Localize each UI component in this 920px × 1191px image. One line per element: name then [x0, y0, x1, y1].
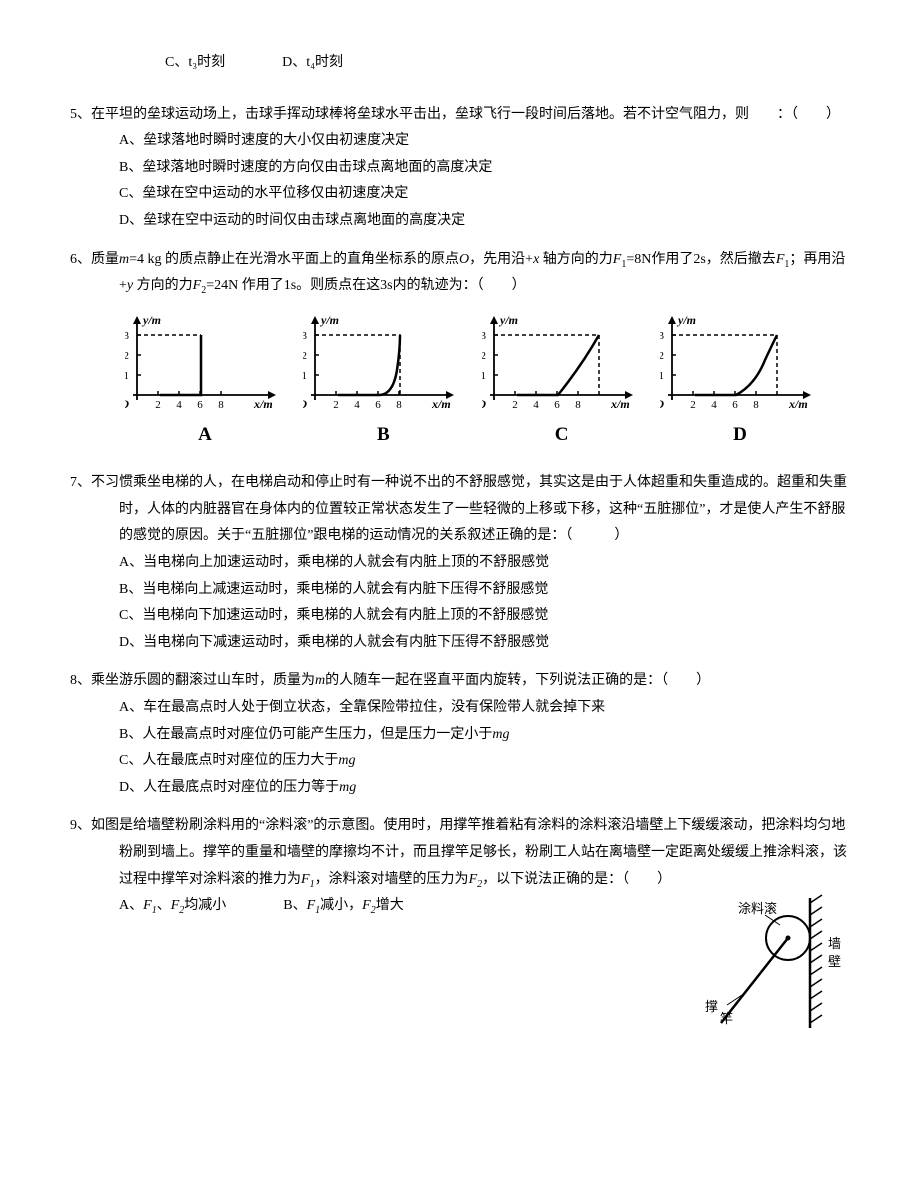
- q8-option-d: D、人在最底点时对座位的压力等于mg: [70, 775, 850, 802]
- q7-option-c: C、当电梯向下加速运动时，乘电梯的人就会有内脏上顶的不舒服感觉: [70, 603, 850, 630]
- svg-text:x/m: x/m: [253, 397, 273, 411]
- svg-text:2: 2: [125, 350, 129, 362]
- svg-text:1: 1: [660, 370, 664, 382]
- header-options: C、t₃时刻 D、t₄时刻: [70, 50, 850, 77]
- chart-b: 1 2 3 2 4 6 8 y/m x/m OB: [303, 310, 463, 453]
- q5-option-a: A、垒球落地时瞬时速度的大小仅由初速度决定: [70, 128, 850, 155]
- svg-text:2: 2: [660, 350, 664, 362]
- svg-text:x/m: x/m: [610, 397, 630, 411]
- chart-d: 1 2 3 2 4 6 8 y/m x/m OD: [660, 310, 820, 453]
- svg-text:y/m: y/m: [141, 313, 161, 327]
- svg-text:y/m: y/m: [676, 313, 696, 327]
- svg-text:3: 3: [303, 330, 308, 342]
- question-7: 7、不习惯乘坐电梯的人，在电梯启动和停止时有一种说不出的不舒服感觉，其实这是由于…: [70, 470, 850, 656]
- svg-text:6: 6: [732, 399, 738, 411]
- svg-text:y/m: y/m: [498, 313, 518, 327]
- option-c: C、t₃时刻: [165, 55, 225, 70]
- label-roller: 涂料滚: [738, 901, 777, 916]
- svg-text:O: O: [482, 397, 486, 411]
- svg-text:2: 2: [512, 399, 518, 411]
- q6-charts: 1232468y/mx/mOA1232468y/mx/mOB1232468y/m…: [70, 300, 850, 458]
- svg-text:4: 4: [711, 399, 717, 411]
- chart-c: 1 2 3 2 4 6 8 y/m x/m OC: [482, 310, 642, 453]
- chart-label: A: [125, 417, 285, 453]
- svg-text:8: 8: [397, 399, 403, 411]
- svg-text:4: 4: [533, 399, 539, 411]
- svg-text:6: 6: [197, 399, 203, 411]
- svg-text:2: 2: [690, 399, 696, 411]
- svg-text:O: O: [303, 397, 307, 411]
- svg-text:O: O: [660, 397, 664, 411]
- q8-stem: 8、乘坐游乐圆的翻滚过山车时，质量为m的人随车一起在竖直平面内旋转，下列说法正确…: [70, 668, 850, 695]
- question-6: 6、质量m=4 kg 的质点静止在光滑水平面上的直角坐标系的原点O，先用沿+x …: [70, 247, 850, 459]
- question-9: 9、如图是给墙壁粉刷涂料用的“涂料滚”的示意图。使用时，用撑竿推着粘有涂料的涂料…: [70, 813, 850, 920]
- q7-stem: 7、不习惯乘坐电梯的人，在电梯启动和停止时有一种说不出的不舒服感觉，其实这是由于…: [70, 470, 850, 550]
- label-pole-2: 竿: [720, 1011, 733, 1026]
- svg-text:O: O: [125, 397, 129, 411]
- svg-text:x/m: x/m: [431, 397, 451, 411]
- q9-stem: 9、如图是给墙壁粉刷涂料用的“涂料滚”的示意图。使用时，用撑竿推着粘有涂料的涂料…: [70, 813, 850, 893]
- svg-text:y/m: y/m: [319, 313, 339, 327]
- svg-text:3: 3: [660, 330, 665, 342]
- svg-text:3: 3: [482, 330, 487, 342]
- svg-text:4: 4: [355, 399, 361, 411]
- q8-option-b: B、人在最高点时对座位仍可能产生压力，但是压力一定小于mg: [70, 722, 850, 749]
- label-wall-1: 墙: [828, 936, 841, 951]
- svg-text:2: 2: [303, 350, 307, 362]
- label-pole-1: 撑: [705, 999, 718, 1014]
- q5-option-b: B、垒球落地时瞬时速度的方向仅由击球点离地面的高度决定: [70, 155, 850, 182]
- svg-text:8: 8: [218, 399, 224, 411]
- chart-a: 1 2 3 2 4 6 8 y/m x/m OA: [125, 310, 285, 453]
- question-8: 8、乘坐游乐圆的翻滚过山车时，质量为m的人随车一起在竖直平面内旋转，下列说法正确…: [70, 668, 850, 801]
- chart-label: B: [303, 417, 463, 453]
- svg-text:x/m: x/m: [788, 397, 808, 411]
- chart-label: D: [660, 417, 820, 453]
- q5-option-d: D、垒球在空中运动的时间仅由击球点离地面的高度决定: [70, 208, 850, 235]
- roller-diagram-svg: 涂料滚 墙 壁 撑 竿: [685, 893, 850, 1033]
- q6-stem: 6、质量m=4 kg 的质点静止在光滑水平面上的直角坐标系的原点O，先用沿+x …: [70, 247, 850, 301]
- q7-option-d: D、当电梯向下减速运动时，乘电梯的人就会有内脏下压得不舒服感觉: [70, 630, 850, 657]
- q8-option-c: C、人在最底点时对座位的压力大于mg: [70, 748, 850, 775]
- svg-text:1: 1: [482, 370, 486, 382]
- svg-text:8: 8: [575, 399, 581, 411]
- svg-text:1: 1: [125, 370, 129, 382]
- option-d: D、t₄时刻: [282, 55, 343, 70]
- q8-option-a: A、车在最高点时人处于倒立状态，全靠保险带拉住，没有保险带人就会掉下来: [70, 695, 850, 722]
- svg-text:2: 2: [482, 350, 486, 362]
- label-wall-2: 壁: [828, 954, 841, 969]
- svg-text:8: 8: [753, 399, 759, 411]
- q5-stem: 5、在平坦的垒球运动场上，击球手挥动球棒将垒球水平击出，垒球飞行一段时间后落地。…: [70, 102, 850, 129]
- q5-option-c: C、垒球在空中运动的水平位移仅由初速度决定: [70, 181, 850, 208]
- chart-label: C: [482, 417, 642, 453]
- svg-text:3: 3: [125, 330, 130, 342]
- svg-text:2: 2: [334, 399, 340, 411]
- q7-option-a: A、当电梯向上加速运动时，乘电梯的人就会有内脏上顶的不舒服感觉: [70, 550, 850, 577]
- svg-text:2: 2: [155, 399, 161, 411]
- svg-text:1: 1: [303, 370, 307, 382]
- question-5: 5、在平坦的垒球运动场上，击球手挥动球棒将垒球水平击出，垒球飞行一段时间后落地。…: [70, 102, 850, 235]
- q9-diagram: 涂料滚 墙 壁 撑 竿: [685, 893, 850, 1044]
- svg-text:6: 6: [376, 399, 382, 411]
- svg-text:4: 4: [176, 399, 182, 411]
- svg-text:6: 6: [554, 399, 560, 411]
- q7-option-b: B、当电梯向上减速运动时，乘电梯的人就会有内脏下压得不舒服感觉: [70, 577, 850, 604]
